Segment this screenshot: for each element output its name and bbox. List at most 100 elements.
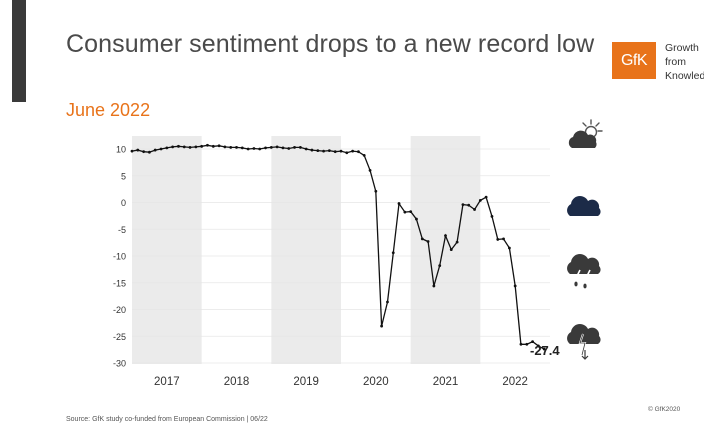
cloud-icon: [567, 196, 601, 216]
data-point: [455, 240, 459, 244]
data-point: [235, 145, 238, 149]
gfk-logo: GfK: [612, 42, 656, 79]
data-point: [519, 342, 523, 346]
data-point: [484, 195, 488, 199]
x-tick-label-2019: 2019: [293, 376, 319, 388]
y-tick-label: -25: [113, 332, 126, 342]
grid-lines: [132, 148, 550, 364]
data-point: [357, 150, 360, 154]
data-point: [444, 234, 447, 238]
copyright-note: © GfK2020: [648, 406, 681, 413]
x-tick-label-2022: 2022: [502, 376, 528, 388]
data-point: [177, 144, 180, 148]
data-point: [507, 246, 511, 250]
data-point: [345, 151, 349, 155]
data-point: [478, 198, 482, 202]
data-point: [269, 145, 273, 149]
data-point: [148, 150, 151, 154]
y-tick-label: 10: [116, 145, 126, 155]
logo-tagline-line1: Growth: [665, 42, 699, 54]
data-point: [153, 148, 157, 152]
data-point: [525, 342, 529, 346]
data-point: [200, 144, 204, 148]
data-point: [409, 210, 413, 213]
data-point: [182, 145, 186, 149]
rain-cloud-icon: [567, 254, 601, 289]
x-tick-label-2021: 2021: [433, 376, 459, 388]
y-tick-label: 5: [121, 171, 126, 181]
data-point: [339, 149, 343, 153]
logo-tagline-line2: from: [665, 56, 686, 68]
data-point: [298, 145, 302, 149]
data-point: [240, 146, 244, 150]
data-point: [258, 147, 262, 151]
year-band-2021: [410, 136, 481, 364]
data-point: [397, 202, 401, 205]
x-tick-label-2020: 2020: [363, 376, 389, 388]
slide-subtitle: June 2022: [66, 100, 151, 120]
data-point: [252, 147, 256, 150]
latest-value-label: -27.4: [530, 343, 560, 358]
data-point: [165, 146, 169, 150]
data-point: [531, 340, 534, 343]
data-point: [217, 144, 221, 148]
series-points: [130, 143, 546, 351]
data-point: [403, 210, 407, 214]
data-point: [420, 237, 424, 241]
data-point: [426, 240, 430, 243]
thunder-cloud-icon: [567, 324, 601, 360]
data-point: [351, 149, 355, 153]
data-point: [287, 147, 291, 150]
data-point: [473, 208, 476, 211]
data-point: [449, 248, 453, 251]
data-point: [333, 150, 337, 154]
data-point: [496, 238, 500, 241]
data-point: [386, 300, 389, 304]
logo-tagline: Growth from Knowled: [665, 41, 704, 83]
year-band-2019: [271, 136, 341, 364]
year-band-2017: [132, 136, 202, 364]
data-point: [223, 145, 227, 149]
y-tick-label: -15: [113, 278, 126, 288]
data-point: [194, 145, 198, 149]
data-point: [438, 264, 442, 268]
data-point: [327, 149, 331, 153]
data-point: [322, 149, 325, 153]
y-tick-label: -30: [113, 359, 126, 369]
gfk-logo-mark: GfK: [620, 51, 648, 69]
data-point: [542, 347, 546, 351]
data-point: [380, 324, 384, 328]
data-point: [246, 147, 250, 151]
slide-title: Consumer sentiment drops to a new record…: [66, 30, 595, 58]
data-point: [229, 145, 233, 149]
y-tick-label: -10: [113, 252, 126, 262]
x-axis-labels: 2017 2018 2019 2020 2021 2022: [154, 376, 528, 388]
x-tick-label-2018: 2018: [224, 376, 250, 388]
data-point: [310, 148, 314, 152]
y-tick-label: -20: [113, 305, 126, 315]
data-point: [130, 149, 134, 153]
data-point: [136, 148, 140, 152]
side-accent-bar: [12, 0, 26, 102]
data-point: [502, 237, 505, 241]
year-bands: [132, 136, 481, 364]
data-point: [374, 189, 378, 193]
data-point: [211, 144, 215, 148]
data-point: [188, 145, 192, 149]
sun-cloud-icon: [568, 119, 603, 148]
data-point: [391, 251, 395, 255]
data-point: [304, 147, 308, 151]
y-tick-label: 0: [121, 198, 126, 208]
data-point: [171, 145, 175, 149]
y-tick-label: -5: [118, 225, 126, 235]
data-point: [467, 203, 471, 207]
y-axis-ticks: 10 5 0 -5 -10 -15 -20 -25 -30: [113, 145, 126, 369]
data-point: [206, 143, 209, 147]
data-point: [432, 284, 436, 288]
data-point: [264, 146, 267, 150]
data-point: [368, 169, 372, 172]
data-point: [142, 150, 146, 154]
data-point: [513, 284, 517, 288]
data-point: [281, 146, 285, 150]
